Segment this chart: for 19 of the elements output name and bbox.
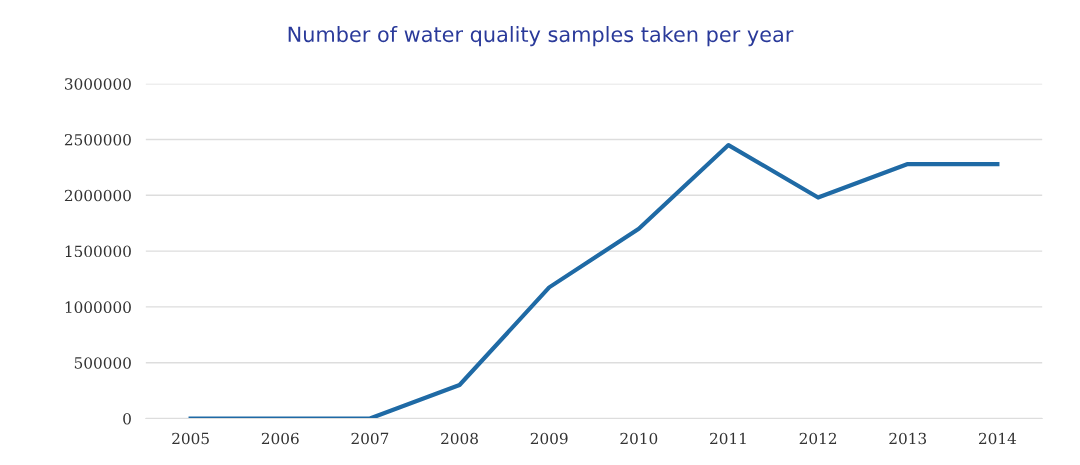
y-tick-label: 500000 bbox=[74, 357, 131, 369]
x-tick-label: 2011 bbox=[710, 432, 746, 445]
line-series bbox=[188, 142, 1000, 419]
x-tick-label: 2007 bbox=[351, 432, 389, 445]
x-tick-label: 2008 bbox=[441, 432, 478, 445]
x-tick-label: 2006 bbox=[261, 432, 299, 445]
chart-title: Number of water quality samples taken per year bbox=[288, 26, 794, 47]
y-tick-label: 1000000 bbox=[65, 301, 131, 313]
y-tick-label: 3000000 bbox=[65, 78, 131, 90]
x-tick-label: 2005 bbox=[172, 432, 209, 445]
x-tick-label: 2014 bbox=[978, 432, 1017, 445]
x-tick-label: 2010 bbox=[620, 432, 658, 445]
y-tick-label: 2000000 bbox=[64, 189, 131, 202]
y-tick-label: 1500000 bbox=[65, 245, 131, 258]
x-tick-label: 2012 bbox=[799, 432, 837, 445]
x-tick-label: 2009 bbox=[530, 432, 568, 445]
y-tick-label: 2500000 bbox=[64, 133, 131, 146]
y-tick-label: 0 bbox=[123, 412, 131, 425]
x-tick-label: 2013 bbox=[889, 432, 927, 445]
